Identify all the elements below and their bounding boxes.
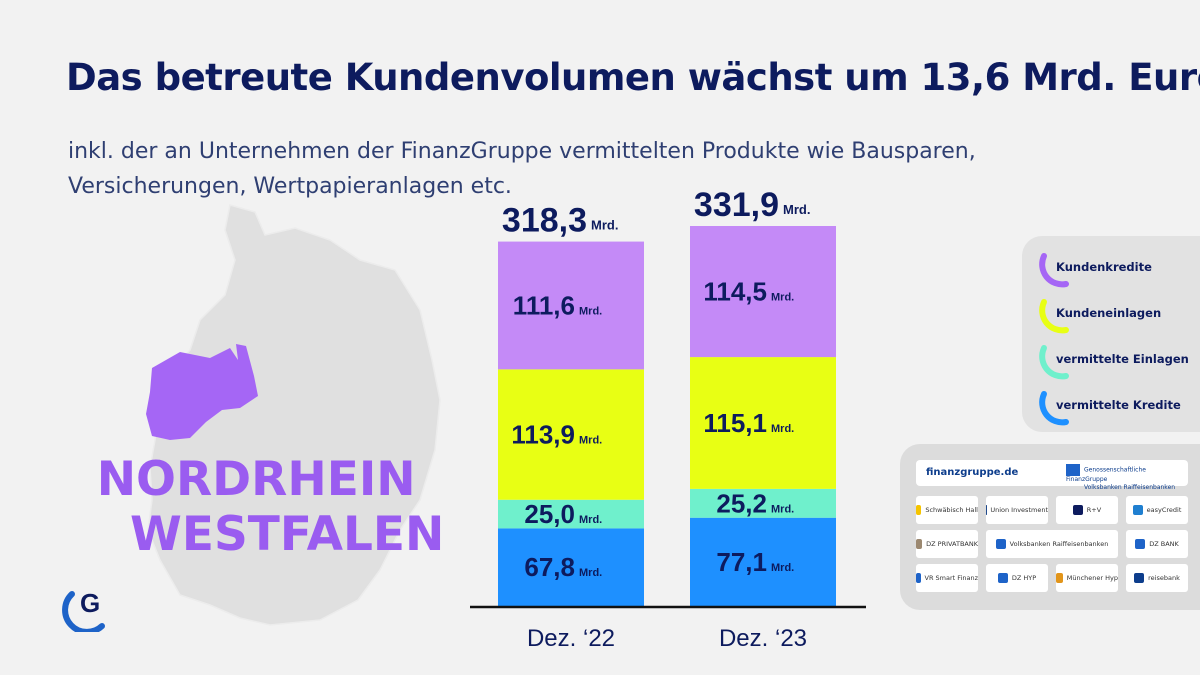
legend-arc-icon [1039, 391, 1069, 426]
legend-arc-icon [1039, 253, 1069, 288]
partner-logo-icon [916, 539, 923, 549]
total-label: 318,3 [502, 202, 587, 240]
data-label-unit: Mrd. [579, 567, 602, 579]
data-label: 111,6 [513, 290, 575, 320]
data-label: 113,9 [511, 420, 575, 450]
partner-logo-label: Schwäbisch Hall [925, 506, 978, 514]
partner-logo[interactable]: Volksbanken Raiffeisenbanken [986, 530, 1118, 558]
total-label-unit: Mrd. [783, 202, 810, 217]
partner-logo-icon [1132, 505, 1143, 515]
partner-logo-label: VR Smart Finanz [924, 574, 978, 582]
partner-logo[interactable]: Münchener Hyp [1056, 564, 1118, 592]
data-label: 115,1 [703, 408, 767, 438]
partner-logo-label: DZ BANK [1149, 540, 1179, 548]
partner-logo-icon [916, 573, 921, 583]
data-label: 25,2 [716, 488, 767, 518]
partner-logo[interactable]: Schwäbisch Hall [916, 496, 978, 524]
region-name: NORDRHEIN WESTFALEN [68, 452, 445, 562]
data-label: 67,8 [524, 552, 575, 582]
legend-arc-icon [1039, 345, 1069, 380]
x-tick-label: Dez. ‘22 [527, 625, 615, 652]
bar-segment [498, 241, 644, 370]
legend-label: vermittelte Einlagen [1056, 352, 1189, 366]
legend-label: Kundenkredite [1056, 260, 1152, 274]
page-title: Das betreute Kundenvolumen wächst um 13,… [66, 56, 1200, 99]
region-nrw [146, 344, 258, 440]
data-label-unit: Mrd. [771, 423, 794, 435]
partner-logo-label: DZ PRIVATBANK [926, 540, 978, 548]
partner-logo-icon [1056, 573, 1063, 583]
partner-logo[interactable]: DZ PRIVATBANK [916, 530, 978, 558]
svg-text:G: G [80, 588, 100, 618]
bar-segment [498, 528, 644, 606]
bar-segment [690, 517, 836, 606]
data-label: 77,1 [716, 547, 767, 577]
partner-logo-label: DZ HYP [1011, 574, 1037, 582]
partner-group-line1: Genossenschaftliche FinanzGruppe [1066, 466, 1146, 484]
partner-group-name: Genossenschaftliche FinanzGruppe Volksba… [1066, 464, 1188, 492]
partner-logo[interactable]: reisebank [1126, 564, 1188, 592]
bar-segment [690, 226, 836, 358]
total-label: 331,9 [694, 190, 779, 224]
partner-logo-label: Volksbanken Raiffeisenbanken [1009, 540, 1109, 548]
legend: Kundenkredite Kundeneinlagen vermittelte E… [1022, 236, 1200, 432]
data-label: 25,0 [524, 499, 575, 529]
partner-logo-label: easyCredit [1146, 506, 1182, 514]
data-label-unit: Mrd. [771, 562, 794, 574]
partner-logo-icon [995, 539, 1006, 549]
partner-group-line2: Volksbanken Raiffeisenbanken [1084, 484, 1176, 491]
stacked-bar-chart: 67,8 Mrd. 25,0 Mrd. 113,9 Mrd. 111,6 Mrd. 318,3 M… [470, 190, 866, 652]
bar-segment [498, 499, 644, 529]
partner-header: finanzgruppe.de Genossenschaftliche Fina… [916, 460, 1188, 491]
partner-logo-icon [1135, 539, 1146, 549]
partner-logo-label: Münchener Hyp [1066, 574, 1118, 582]
region-name-line1: NORDRHEIN [96, 452, 416, 507]
legend-arc-icon [1039, 299, 1069, 334]
x-tick-label: Dez. ‘23 [719, 625, 807, 652]
partner-logo[interactable]: VR Smart Finanz [916, 564, 978, 592]
data-label-unit: Mrd. [579, 435, 602, 447]
partner-logo[interactable]: R+V [1056, 496, 1118, 524]
finanzgruppe-g-icon: G [62, 588, 105, 632]
partner-logo-label: Union Investment [990, 506, 1048, 514]
partner-logo[interactable]: easyCredit [1126, 496, 1188, 524]
data-label-unit: Mrd. [771, 503, 794, 515]
data-label-unit: Mrd. [579, 514, 602, 526]
page-subtitle: inkl. der an Unternehmen der FinanzGrupp… [68, 139, 976, 199]
vr-mark-icon [1066, 464, 1080, 476]
partner-logo[interactable]: Union Investment [986, 496, 1048, 524]
partner-logo-label: R+V [1086, 506, 1102, 514]
partner-logo-icon [1134, 573, 1145, 583]
partner-logo-label: reisebank [1148, 574, 1180, 582]
data-label-unit: Mrd. [771, 292, 794, 304]
data-label: 114,5 [703, 277, 767, 307]
bar-segment [690, 488, 836, 518]
partner-site-link[interactable]: finanzgruppe.de [926, 467, 1019, 478]
partner-logo-icon [1072, 505, 1083, 515]
partner-logo[interactable]: DZ HYP [986, 564, 1048, 592]
region-name-line2: WESTFALEN [130, 507, 445, 562]
partner-logo[interactable]: DZ BANK [1126, 530, 1188, 558]
bar-segment [690, 357, 836, 489]
bar-segment [498, 369, 644, 500]
partner-logo-icon [916, 505, 922, 515]
germany-map [146, 204, 441, 626]
legend-label: Kundeneinlagen [1056, 306, 1162, 320]
data-label-unit: Mrd. [579, 305, 602, 317]
partner-logo-icon [997, 573, 1008, 583]
legend-label: vermittelte Kredite [1056, 398, 1181, 412]
total-label-unit: Mrd. [591, 218, 618, 233]
